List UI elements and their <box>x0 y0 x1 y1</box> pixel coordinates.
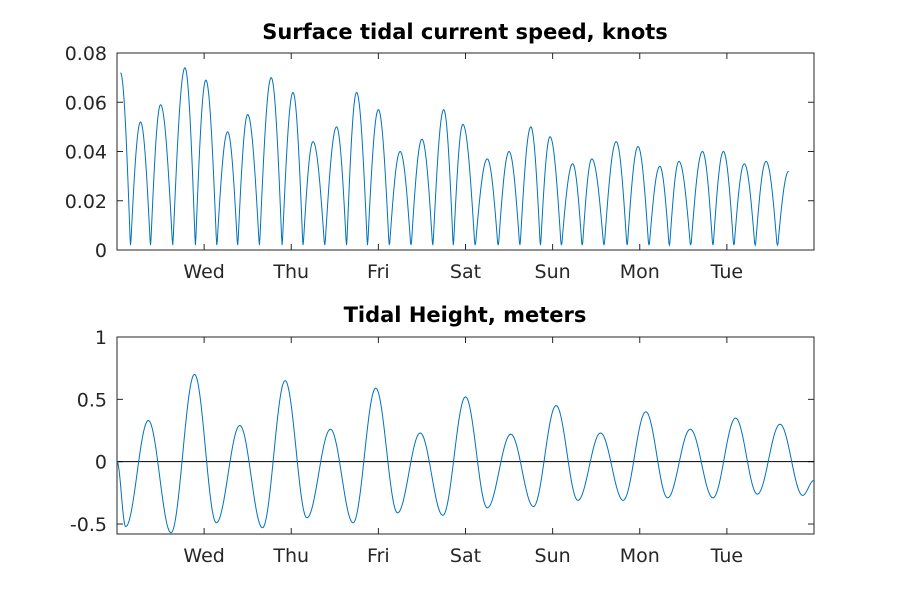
tidal-height-x-tick-label: Fri <box>367 545 390 567</box>
current-speed-x-tick-label: Sun <box>535 261 571 283</box>
tidal-height-x-tick-label: Sun <box>535 545 571 567</box>
current-speed-y-tick-label: 0 <box>95 240 107 262</box>
current-speed-line <box>120 67 789 248</box>
current-speed-x-tick-label: Wed <box>183 261 224 283</box>
tidal-height-plot-area <box>116 336 815 535</box>
tidal-height-panel: Tidal Height, meters -0.5 0 0.5 1 Wed Thu Fri… <box>70 303 815 567</box>
current-speed-title: Surface tidal current speed, knots <box>262 20 668 44</box>
current-speed-x-tick-label: Thu <box>272 261 309 283</box>
current-speed-y-tick-label: 0.04 <box>65 142 107 164</box>
tidal-height-y-tick-label: 1 <box>95 327 107 349</box>
tidal-height-line <box>116 373 815 534</box>
current-speed-plot-area <box>116 52 815 251</box>
tidal-height-y-tick-label: 0.5 <box>77 389 107 411</box>
tidal-height-y-tick-label: -0.5 <box>70 514 107 536</box>
current-speed-x-tick-label: Sat <box>450 261 481 283</box>
tidal-height-x-tick-label: Sat <box>450 545 481 567</box>
current-speed-y-tick-label: 0.06 <box>65 92 107 114</box>
tidal-height-y-axis: -0.5 0 0.5 1 <box>70 327 814 536</box>
tidal-height-x-tick-label: Thu <box>272 545 309 567</box>
tidal-height-x-tick-label: Tue <box>710 545 743 567</box>
tidal-height-x-tick-label: Mon <box>620 545 660 567</box>
current-speed-panel: Surface tidal current speed, knots 0 0.02… <box>65 20 815 283</box>
current-speed-x-tick-label: Tue <box>710 261 743 283</box>
tidal-height-series <box>116 373 815 534</box>
current-speed-x-tick-label: Mon <box>620 261 660 283</box>
current-speed-series <box>120 67 789 248</box>
current-speed-x-axis: Wed Thu Fri Sat Sun Mon Tue <box>183 53 743 283</box>
current-speed-y-tick-label: 0.02 <box>65 191 107 213</box>
tidal-height-x-tick-label: Wed <box>183 545 224 567</box>
current-speed-y-tick-label: 0.08 <box>65 43 107 65</box>
tidal-height-title: Tidal Height, meters <box>344 303 587 327</box>
current-speed-x-tick-label: Fri <box>367 261 390 283</box>
tidal-height-x-axis: Wed Thu Fri Sat Sun Mon Tue <box>183 337 743 567</box>
current-speed-y-axis: 0 0.02 0.04 0.06 0.08 <box>65 43 814 262</box>
tidal-height-y-tick-label: 0 <box>95 452 107 474</box>
